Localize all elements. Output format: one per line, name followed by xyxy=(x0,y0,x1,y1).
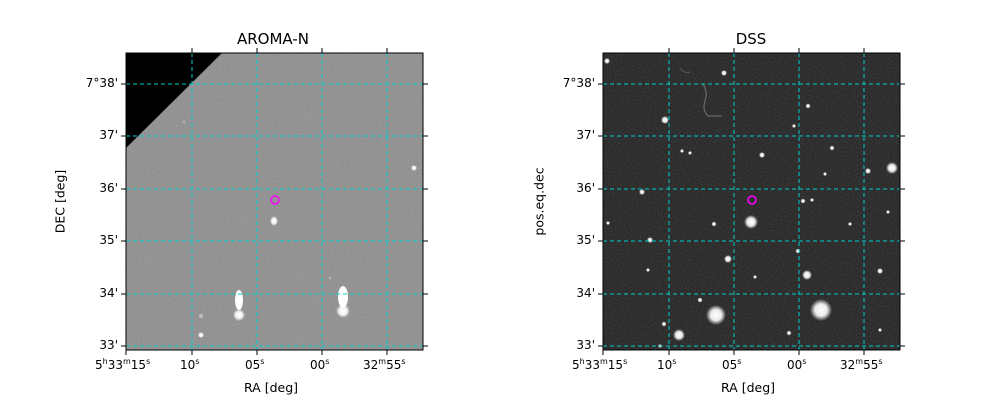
star xyxy=(810,299,832,321)
right-ytick: 33' xyxy=(576,338,595,352)
right-xlabel: RA [deg] xyxy=(721,380,776,395)
left-grid xyxy=(126,53,423,350)
star xyxy=(639,189,645,195)
left-xtick-1: 10s xyxy=(180,357,200,372)
left-ytick: 36' xyxy=(99,181,118,195)
right-xtick-4: 32m55s xyxy=(840,357,883,372)
right-ytick: 7°38' xyxy=(562,76,595,90)
dss-image xyxy=(603,53,900,350)
right-ylabel: pos.eq.dec xyxy=(531,167,547,236)
right-panel-title: DSS xyxy=(735,30,767,48)
star-trail xyxy=(235,290,243,310)
black-corner xyxy=(126,53,222,148)
star xyxy=(721,70,727,76)
left-ytick: 35' xyxy=(99,233,118,247)
star xyxy=(680,149,684,153)
star xyxy=(795,248,801,254)
aroma-image xyxy=(126,53,423,350)
left-ytick: 33' xyxy=(99,338,118,352)
star xyxy=(810,198,814,202)
left-xtick-0: 5h33m15s xyxy=(95,357,151,372)
star xyxy=(604,58,610,64)
left-ylabel: DEC [deg] xyxy=(52,169,68,234)
star xyxy=(411,165,417,171)
right-ytick: 36' xyxy=(576,181,595,195)
star xyxy=(886,210,890,214)
right-ytick: 34' xyxy=(576,286,595,300)
left-ytick: 37' xyxy=(99,128,118,142)
star xyxy=(706,305,726,325)
star xyxy=(753,275,757,279)
right-ytick: 37' xyxy=(576,128,595,142)
star xyxy=(878,328,882,332)
star xyxy=(865,168,871,174)
star xyxy=(606,221,610,225)
star-trail xyxy=(338,286,348,308)
left-ticks xyxy=(121,48,428,355)
right-xtick-3: 00s xyxy=(787,357,807,372)
left-xlabel: RA [deg] xyxy=(244,380,299,395)
right-ticks xyxy=(598,48,905,355)
target-marker xyxy=(747,195,757,205)
star xyxy=(848,222,852,226)
star xyxy=(759,152,765,158)
left-xtick-2: 05s xyxy=(245,357,265,372)
star xyxy=(199,314,203,318)
left-ytick: 34' xyxy=(99,286,118,300)
star xyxy=(829,145,835,151)
star xyxy=(661,321,667,327)
right-xtick-2: 05s xyxy=(722,357,742,372)
star xyxy=(724,255,732,263)
right-grid xyxy=(603,53,900,350)
star xyxy=(688,151,692,155)
star xyxy=(646,268,650,272)
star xyxy=(744,215,758,229)
left-xtick-4: 32m55s xyxy=(363,357,406,372)
star xyxy=(786,330,792,336)
star xyxy=(877,268,883,274)
star xyxy=(711,221,717,227)
left-ytick: 7°38' xyxy=(85,76,118,90)
star xyxy=(336,304,350,318)
star xyxy=(792,124,796,128)
right-ytick: 35' xyxy=(576,233,595,247)
star xyxy=(886,162,898,174)
star xyxy=(182,120,186,124)
target-marker xyxy=(270,195,280,205)
star xyxy=(802,270,812,280)
artifact xyxy=(702,83,722,117)
star xyxy=(823,172,827,176)
right-frame xyxy=(602,52,901,351)
star xyxy=(800,198,806,204)
left-frame xyxy=(125,52,424,351)
star xyxy=(198,332,204,338)
left-xtick-3: 00s xyxy=(310,357,330,372)
star xyxy=(233,309,245,321)
star xyxy=(661,116,669,124)
star xyxy=(270,216,278,226)
star xyxy=(328,276,332,280)
star xyxy=(805,103,811,109)
star xyxy=(673,329,685,341)
right-xtick-1: 10s xyxy=(657,357,677,372)
star xyxy=(647,237,653,243)
right-xtick-0: 5h33m15s xyxy=(572,357,628,372)
left-panel-title: AROMA-N xyxy=(237,30,309,48)
star xyxy=(697,297,703,303)
